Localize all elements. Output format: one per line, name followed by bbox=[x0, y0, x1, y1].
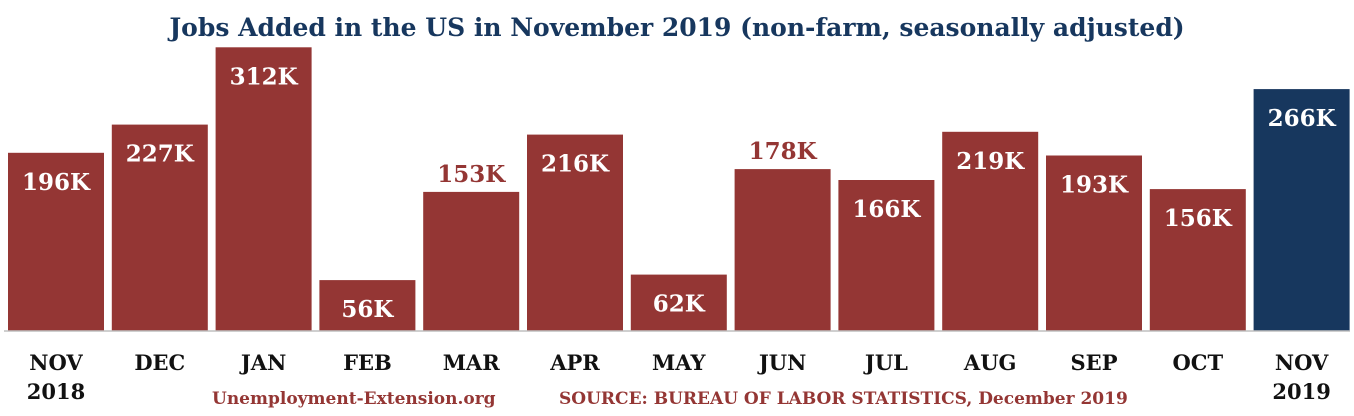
category-label-line: APR bbox=[549, 350, 600, 375]
category-label-13: NOV 2019 bbox=[1272, 350, 1330, 404]
category-label-3: JAN bbox=[239, 350, 286, 375]
category-label-6: APR bbox=[549, 350, 600, 375]
category-label-line: NOV bbox=[1275, 350, 1329, 375]
footer-website: Unemployment-Extension.org bbox=[212, 389, 496, 409]
data-label-1: 196K bbox=[22, 169, 91, 196]
bar-5 bbox=[423, 191, 520, 331]
category-label-line: JAN bbox=[239, 350, 286, 375]
data-label-7: 62K bbox=[653, 291, 706, 318]
bars-group: 196K 227K 312K 56K 153K 216K 62K 178K 166K 219K 19… bbox=[8, 47, 1350, 332]
category-label-line: SEP bbox=[1071, 350, 1118, 375]
category-label-2: DEC bbox=[134, 350, 185, 375]
category-label-line: 2018 bbox=[27, 379, 85, 404]
bar-7 bbox=[630, 274, 727, 331]
bar-11 bbox=[1046, 155, 1142, 331]
data-label-2: 227K bbox=[126, 141, 195, 168]
category-label-9: JUL bbox=[863, 350, 908, 375]
category-label-line: MAR bbox=[443, 350, 501, 375]
category-label-1: NOV 2018 bbox=[27, 350, 85, 404]
category-label-line: OCT bbox=[1172, 350, 1223, 375]
data-label-11: 193K bbox=[1060, 172, 1129, 199]
category-label-7: MAY bbox=[652, 350, 706, 375]
data-label-6: 216K bbox=[541, 151, 610, 178]
category-label-11: SEP bbox=[1071, 350, 1118, 375]
bar-3 bbox=[215, 47, 312, 332]
category-label-line: JUN bbox=[757, 350, 806, 375]
category-label-line: DEC bbox=[134, 350, 185, 375]
category-label-10: AUG bbox=[963, 350, 1017, 375]
bar-4 bbox=[319, 280, 416, 331]
bar-2 bbox=[111, 124, 208, 331]
category-label-line: JUL bbox=[863, 350, 908, 375]
category-label-12: OCT bbox=[1172, 350, 1223, 375]
bar-9 bbox=[838, 180, 935, 331]
data-label-9: 166K bbox=[852, 196, 921, 223]
category-label-4: FEB bbox=[343, 350, 392, 375]
bar-6 bbox=[527, 134, 623, 331]
category-label-line: AUG bbox=[963, 350, 1017, 375]
data-label-10: 219K bbox=[956, 148, 1025, 175]
data-label-13: 266K bbox=[1268, 105, 1337, 132]
data-label-12: 156K bbox=[1164, 205, 1233, 232]
chart-title: Jobs Added in the US in November 2019 (n… bbox=[167, 13, 1184, 42]
footer-source: SOURCE: BUREAU OF LABOR STATISTICS, Dece… bbox=[559, 389, 1128, 409]
data-label-4: 56K bbox=[341, 296, 394, 323]
category-label-line: 2019 bbox=[1272, 379, 1330, 404]
category-label-line: FEB bbox=[343, 350, 392, 375]
bar-12 bbox=[1149, 189, 1246, 331]
bar-10 bbox=[942, 131, 1039, 331]
category-label-line: NOV bbox=[29, 350, 83, 375]
bar-8 bbox=[734, 169, 831, 331]
bar-13 bbox=[1253, 89, 1350, 331]
category-labels: NOV 2018 DEC JAN FEB MAR APR MAY JUN JUL AUG SEP OCT… bbox=[27, 350, 1331, 404]
category-label-8: JUN bbox=[757, 350, 806, 375]
data-label-8: 178K bbox=[749, 138, 818, 165]
category-label-line: MAY bbox=[652, 350, 706, 375]
bar-1 bbox=[8, 152, 104, 331]
category-label-5: MAR bbox=[443, 350, 501, 375]
data-label-3: 312K bbox=[230, 63, 299, 90]
data-label-5: 153K bbox=[437, 161, 506, 188]
